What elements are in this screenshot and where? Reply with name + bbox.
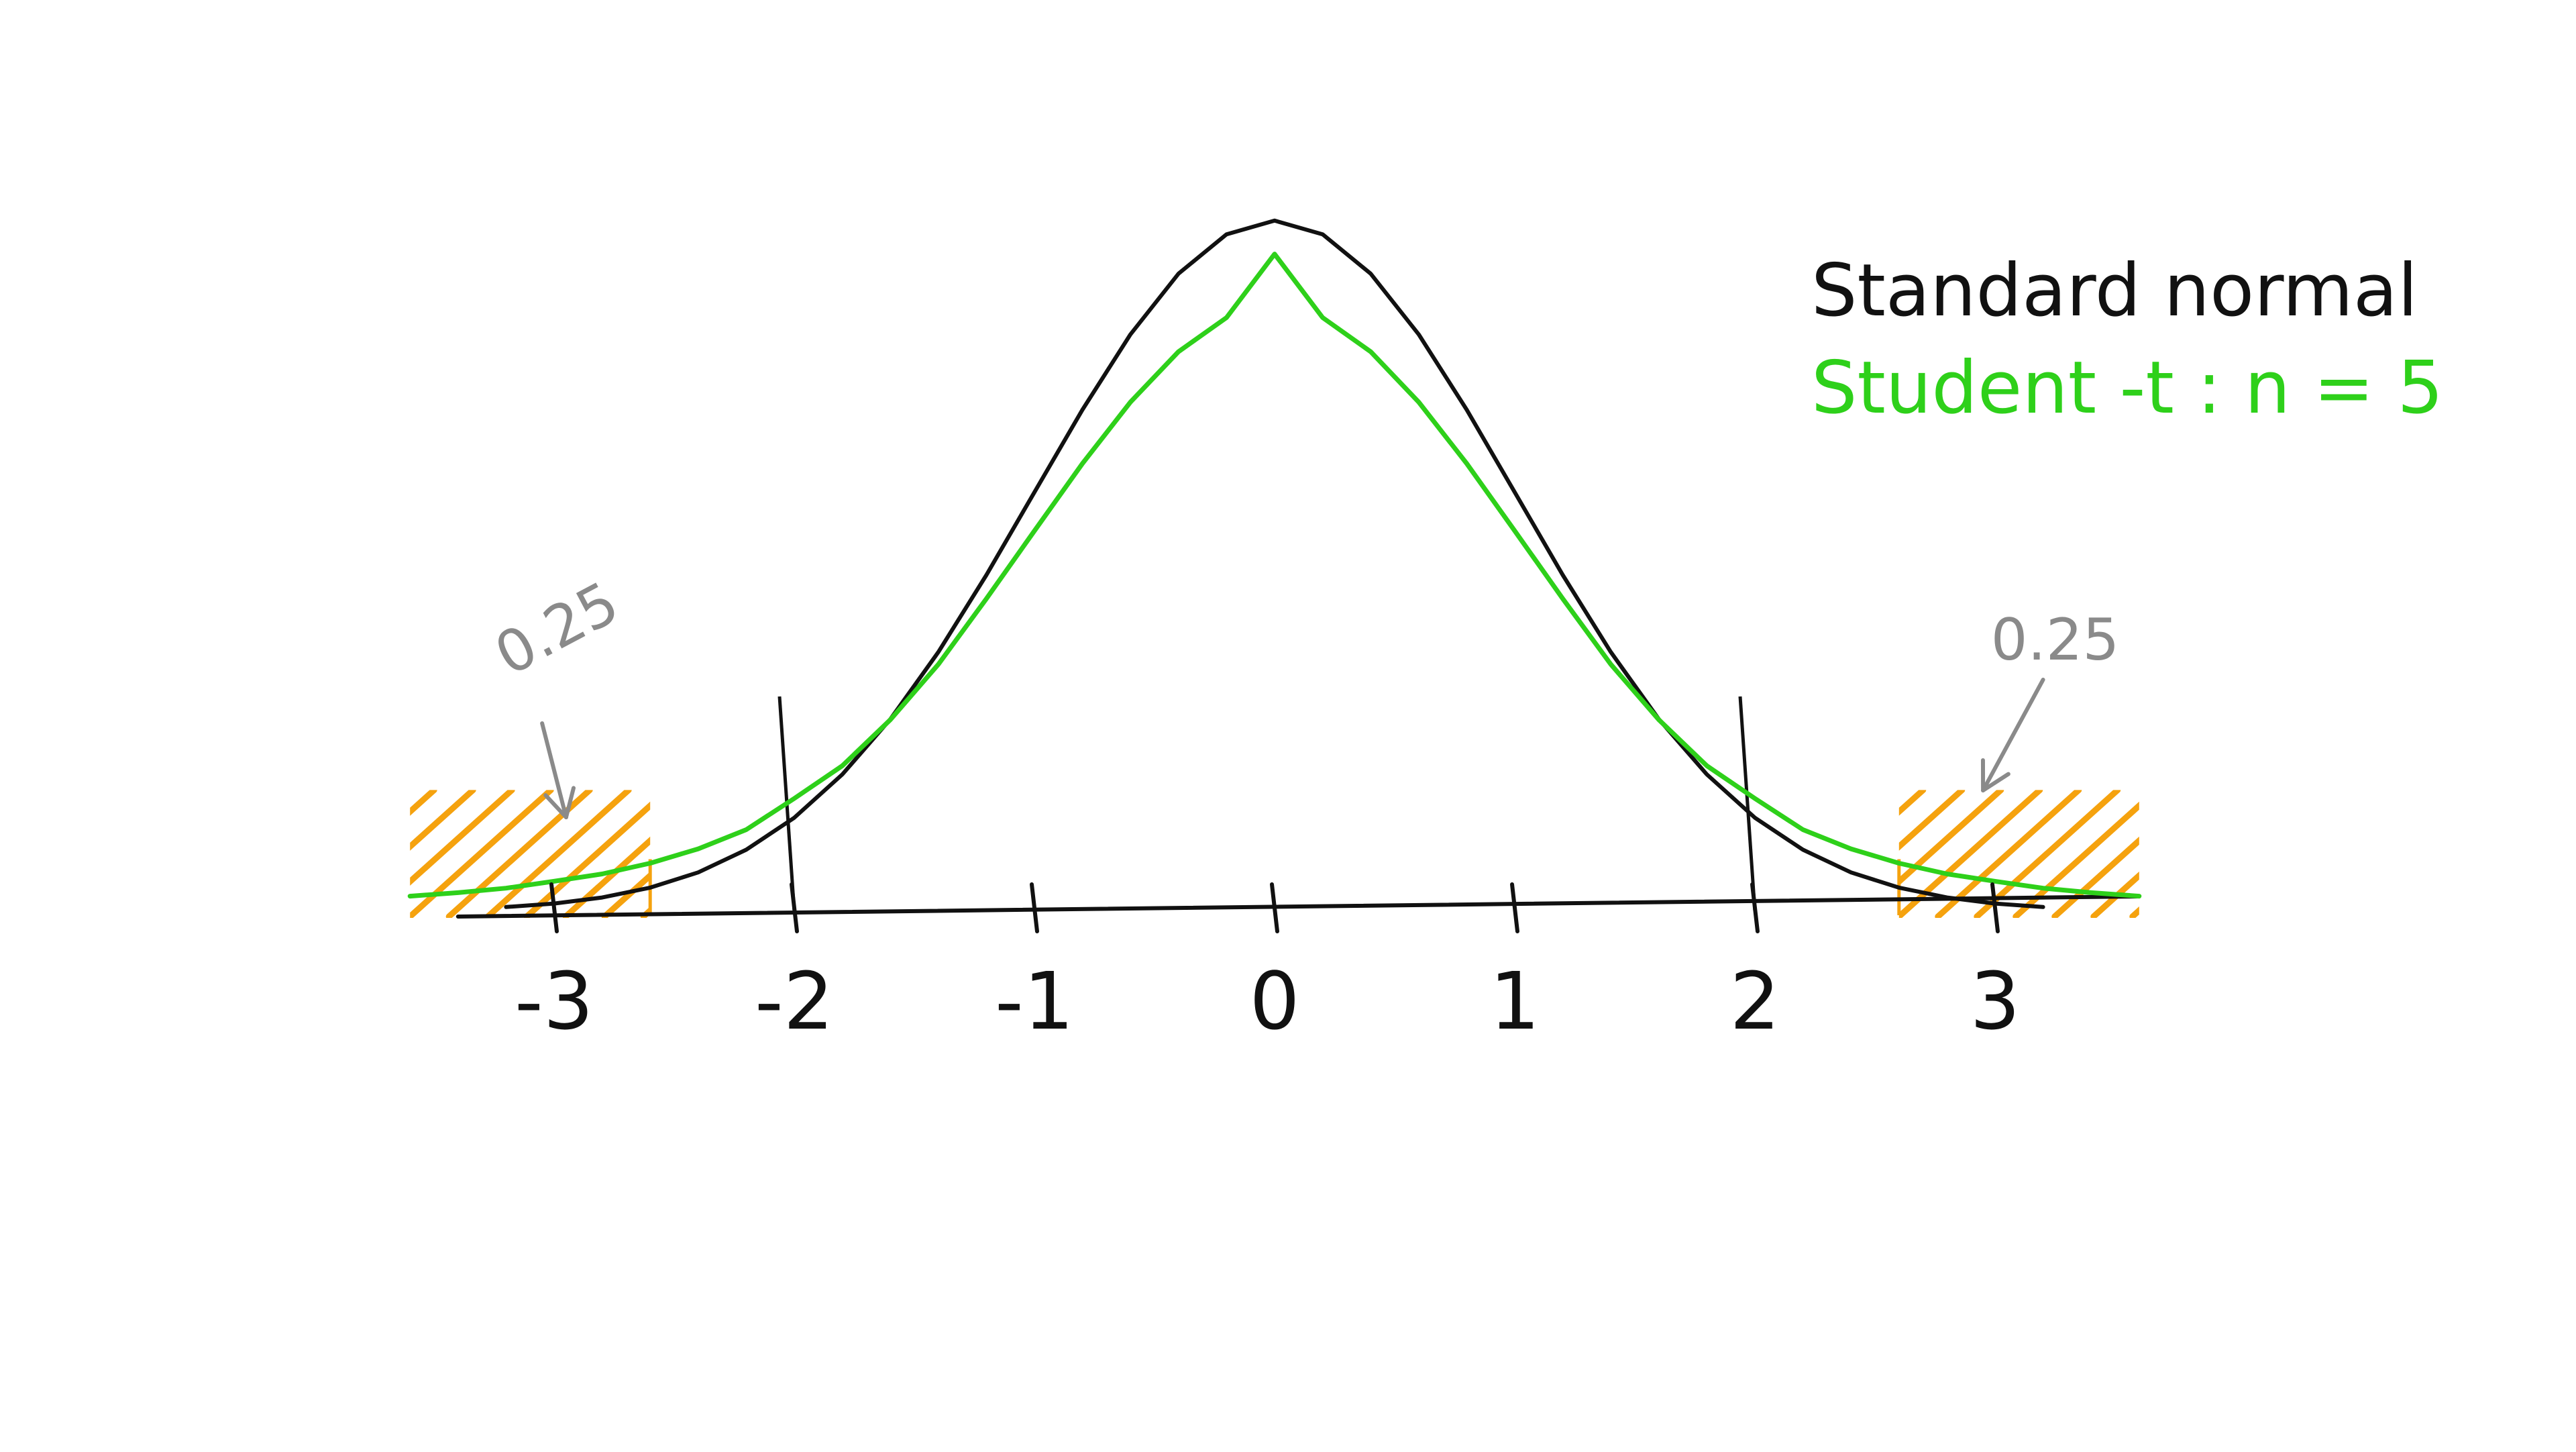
left-hatch-line bbox=[332, 790, 473, 917]
left-hatch-line bbox=[176, 790, 317, 917]
right-hatch-line bbox=[2522, 790, 2576, 917]
right-hatch-line bbox=[2210, 790, 2351, 917]
x-tick bbox=[1752, 884, 1758, 931]
x-tick-label: -1 bbox=[995, 955, 1074, 1047]
left-hatch-line bbox=[994, 790, 1134, 917]
right-hatch-line bbox=[2366, 790, 2507, 917]
left-hatch-line bbox=[643, 790, 784, 917]
left-tail-annotation: 0.25 bbox=[484, 569, 629, 688]
x-tick bbox=[792, 884, 797, 931]
tail-area-annotations: 0.25 0.25 bbox=[484, 569, 2119, 817]
left-hatch-line bbox=[604, 790, 745, 917]
right-hatch-line bbox=[2288, 790, 2429, 917]
left-hatch-line bbox=[955, 790, 1095, 917]
legend-standard-normal: Standard normal bbox=[1811, 249, 2418, 333]
left-hatch-line bbox=[254, 790, 395, 917]
shaded-tail-regions bbox=[176, 790, 2576, 917]
x-tick bbox=[1992, 884, 1998, 931]
critical-value-lines bbox=[780, 696, 1755, 911]
right-tail-annotation: 0.25 bbox=[1991, 607, 2119, 674]
x-tick-label: 1 bbox=[1489, 955, 1540, 1047]
right-hatch-line bbox=[2133, 790, 2273, 917]
x-tick-label: 0 bbox=[1249, 955, 1299, 1047]
x-tick-label: -3 bbox=[515, 955, 594, 1047]
right-hatch-line bbox=[2444, 790, 2576, 917]
x-tick-label: 3 bbox=[1970, 955, 2020, 1047]
x-tick bbox=[1272, 884, 1277, 931]
left-hatch-line bbox=[799, 790, 940, 917]
legend: Standard normal Student -t : n = 5 bbox=[1811, 249, 2443, 430]
right-hatch-line bbox=[2405, 790, 2546, 917]
x-tick bbox=[1032, 884, 1037, 931]
left-hatch-line bbox=[916, 790, 1057, 917]
right-hatch-line bbox=[2249, 790, 2390, 917]
left-hatch-line bbox=[215, 790, 356, 917]
left-hatch-line bbox=[1071, 790, 1212, 917]
x-tick bbox=[1512, 884, 1517, 931]
left-hatch-line bbox=[410, 790, 551, 917]
right-hatch-line bbox=[2171, 790, 2312, 917]
x-tick-label: -2 bbox=[755, 955, 834, 1047]
right-hatch-line bbox=[2561, 790, 2576, 917]
right-annotation-arrow bbox=[1983, 680, 2043, 790]
x-tick-label: 2 bbox=[1729, 955, 1780, 1047]
x-axis bbox=[458, 896, 2139, 917]
legend-student-t: Student -t : n = 5 bbox=[1811, 346, 2443, 430]
right-hatch-line bbox=[2327, 790, 2468, 917]
left-hatch-line bbox=[371, 790, 512, 917]
x-axis-line bbox=[458, 896, 2139, 917]
right-hatch-line bbox=[2483, 790, 2576, 917]
right-hatch-line bbox=[1666, 790, 1807, 917]
left-hatch-line bbox=[1032, 790, 1173, 917]
left-hatch-line bbox=[877, 790, 1018, 917]
left-hatch-line bbox=[838, 790, 979, 917]
left-tail-hatch bbox=[176, 790, 1212, 917]
